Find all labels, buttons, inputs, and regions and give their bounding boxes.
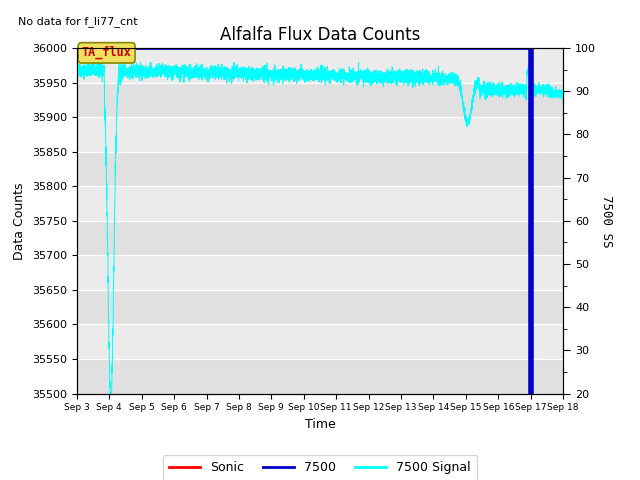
Y-axis label: 7500 SS: 7500 SS bbox=[600, 194, 612, 247]
Legend: Sonic, 7500, 7500 Signal: Sonic, 7500, 7500 Signal bbox=[163, 455, 477, 480]
Bar bbox=[77, 255, 563, 290]
Bar bbox=[77, 186, 563, 221]
Title: Alfalfa Flux Data Counts: Alfalfa Flux Data Counts bbox=[220, 25, 420, 44]
Bar bbox=[77, 117, 563, 152]
Text: No data for f_li77_cnt: No data for f_li77_cnt bbox=[19, 16, 138, 27]
X-axis label: Time: Time bbox=[305, 418, 335, 431]
Y-axis label: Data Counts: Data Counts bbox=[13, 182, 26, 260]
Text: TA_flux: TA_flux bbox=[82, 46, 132, 60]
Bar bbox=[77, 48, 563, 83]
Bar bbox=[77, 324, 563, 359]
